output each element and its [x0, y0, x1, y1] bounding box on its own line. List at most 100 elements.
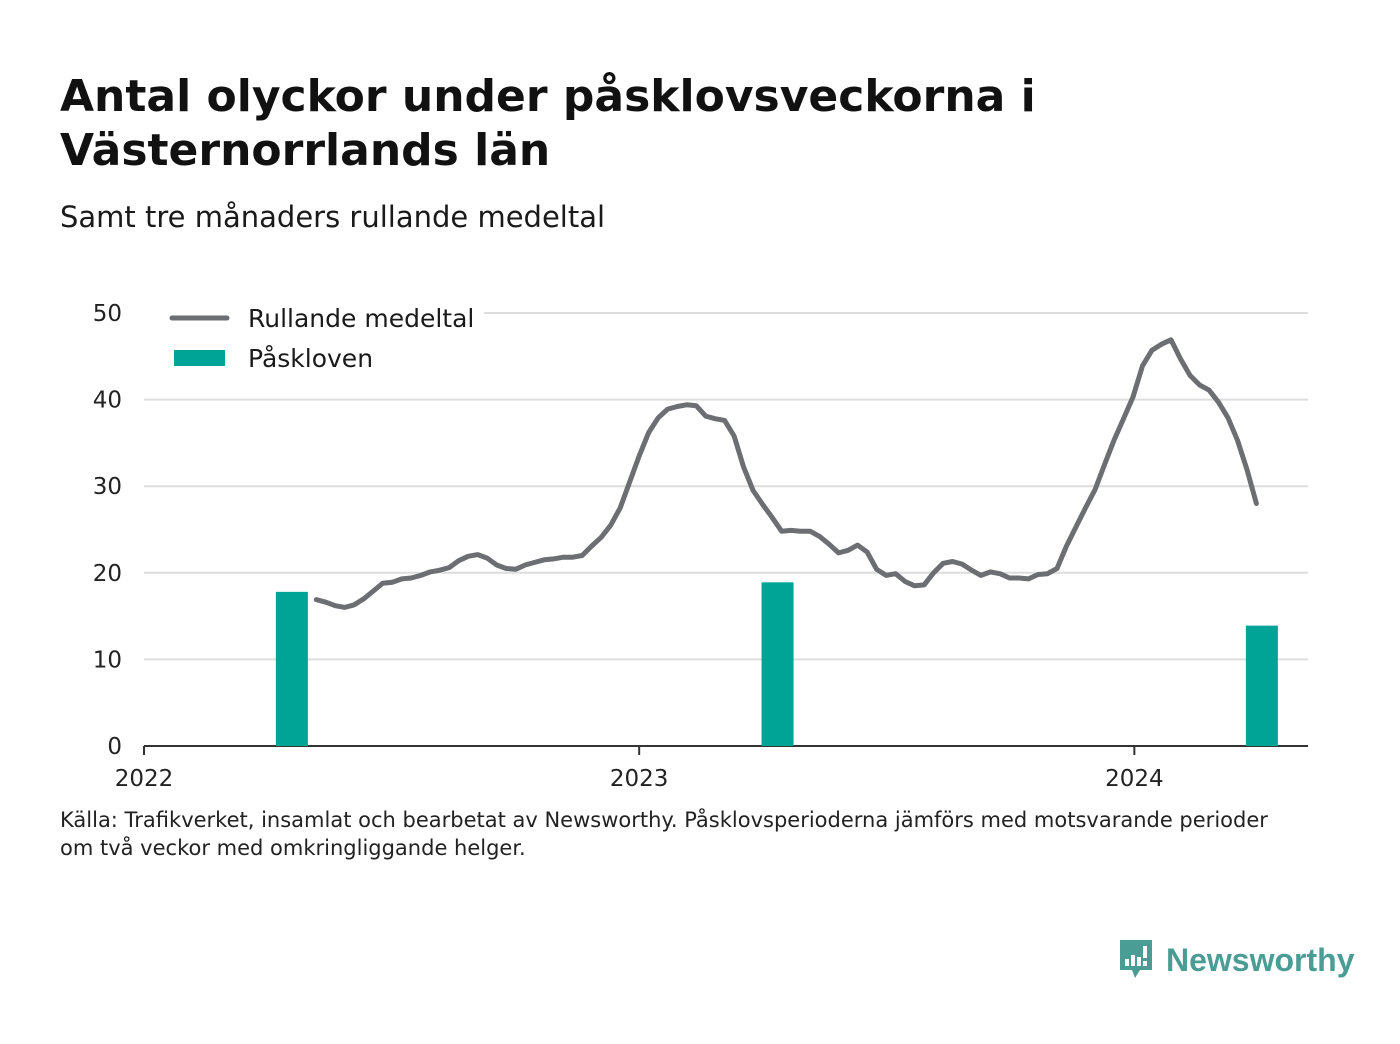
rolling-average-point-51: [790, 529, 792, 531]
rolling-average-point-48: [762, 503, 764, 505]
bar-paskloven-3: [1245, 625, 1278, 746]
rolling-average-point-17: [467, 555, 469, 557]
rolling-average-point-60: [876, 568, 878, 570]
rolling-average-point-100: [1255, 503, 1257, 504]
rolling-average-point-31: [600, 536, 602, 538]
rolling-average-point-53: [809, 530, 811, 532]
rolling-average-point-39: [676, 406, 678, 407]
rolling-average-point-90: [1161, 343, 1162, 345]
rolling-average-point-47: [752, 490, 754, 491]
logo-text: Newsworthy: [1166, 941, 1355, 978]
y-tick-label-20: 20: [93, 561, 122, 587]
bar-paskloven-1: [275, 591, 308, 746]
rolling-average-point-7: [372, 590, 374, 592]
rolling-average-point-73: [999, 573, 1001, 575]
y-tick-label-50: 50: [93, 301, 122, 327]
rolling-average-point-77: [1037, 574, 1039, 575]
rolling-average-point-58: [857, 544, 859, 546]
rolling-average-point-11: [410, 577, 412, 579]
rolling-average-point-69: [961, 563, 963, 565]
rolling-average-point-63: [904, 581, 906, 582]
rolling-average-point-44: [724, 419, 726, 421]
rolling-average-point-34: [629, 481, 631, 483]
rolling-average-point-94: [1199, 384, 1200, 386]
y-tick-label-30: 30: [93, 474, 122, 500]
y-tick-label-10: 10: [93, 647, 122, 673]
source-line-1: Källa: Trafikverket, insamlat och bearbe…: [60, 808, 1268, 832]
y-tick-label-0: 0: [107, 734, 122, 760]
rolling-average-point-42: [705, 415, 707, 417]
rolling-average-point-28: [572, 556, 574, 558]
newsworthy-logo[interactable]: Newsworthy: [1118, 938, 1354, 982]
bar-paskloven-2: [761, 582, 794, 746]
rolling-average-point-4: [344, 606, 346, 608]
rolling-average-point-86: [1123, 418, 1124, 420]
rolling-average-point-71: [980, 574, 982, 576]
rolling-average-point-6: [363, 598, 365, 600]
rolling-average-point-70: [971, 569, 973, 571]
rolling-average-point-13: [429, 571, 431, 573]
rolling-average-point-68: [952, 561, 954, 562]
x-tick-label-2024: 2024: [1105, 766, 1164, 792]
rolling-average-point-27: [562, 556, 564, 558]
rolling-average-point-30: [591, 545, 593, 547]
source-note: Källa: Trafikverket, insamlat och bearbe…: [60, 806, 1280, 862]
rolling-average-point-22: [515, 568, 517, 570]
rolling-average-point-9: [391, 581, 393, 583]
source-line-2: om två veckor med omkringliggande helger…: [60, 836, 526, 860]
rolling-average-point-38: [667, 408, 669, 410]
rolling-average-point-50: [781, 530, 783, 532]
rolling-average-point-49: [771, 516, 773, 518]
rolling-average-point-82: [1085, 507, 1086, 509]
rolling-average-point-93: [1189, 374, 1191, 376]
rolling-average-point-72: [990, 571, 991, 573]
y-tick-label-40: 40: [93, 388, 122, 414]
rolling-average-point-67: [942, 562, 944, 564]
rolling-average-point-55: [828, 543, 830, 545]
rolling-average-point-2: [325, 601, 327, 603]
rolling-average-point-33: [619, 507, 621, 509]
rolling-average-point-54: [819, 535, 821, 537]
rolling-average-point-43: [714, 418, 716, 420]
rolling-average-point-5: [353, 604, 355, 606]
rolling-average-point-1: [315, 599, 317, 601]
rolling-average-point-45: [733, 435, 735, 437]
newsworthy-logo-icon: [1120, 940, 1152, 978]
rolling-average-point-36: [648, 432, 650, 433]
rolling-average-point-83: [1094, 489, 1096, 491]
legend-label-rullande-medeltal: Rullande medeltal: [248, 304, 474, 333]
rolling-average-point-88: [1142, 365, 1143, 367]
rolling-average-point-29: [581, 555, 583, 556]
rolling-average-point-98: [1237, 439, 1238, 441]
rolling-average-point-75: [1018, 577, 1020, 579]
rolling-average-point-8: [382, 582, 384, 584]
rolling-average-point-20: [496, 564, 498, 566]
rolling-average-point-56: [838, 552, 840, 554]
rolling-average-point-85: [1113, 439, 1115, 441]
rolling-average-point-84: [1104, 464, 1105, 466]
rolling-average-point-57: [847, 549, 849, 551]
chart-title: Antal olyckor under påsklovsveckorna i V…: [60, 71, 1036, 176]
rolling-average-point-96: [1218, 401, 1219, 403]
rolling-average-point-91: [1170, 339, 1172, 341]
rolling-average-point-35: [638, 455, 640, 457]
rolling-average-point-66: [933, 572, 935, 574]
rolling-average-point-40: [686, 404, 688, 406]
rolling-average-point-37: [657, 417, 659, 419]
rolling-average-point-59: [866, 551, 868, 553]
rolling-average-point-92: [1180, 358, 1181, 360]
rolling-average-point-19: [486, 557, 488, 559]
rolling-average-point-12: [420, 574, 422, 576]
rolling-average-point-61: [885, 574, 887, 576]
rolling-average-point-14: [439, 569, 441, 571]
rolling-average-line: [313, 337, 1259, 610]
rolling-average-point-97: [1227, 417, 1229, 419]
rolling-average-point-41: [695, 405, 697, 407]
chart-subtitle: Samt tre månaders rullande medeltal: [60, 200, 606, 234]
rolling-average-point-16: [458, 560, 460, 562]
rolling-average-point-21: [505, 568, 507, 569]
rolling-average-point-10: [401, 578, 403, 580]
rolling-average-point-25: [543, 559, 545, 561]
rolling-average-point-95: [1208, 389, 1210, 391]
rolling-average-point-78: [1047, 573, 1048, 575]
